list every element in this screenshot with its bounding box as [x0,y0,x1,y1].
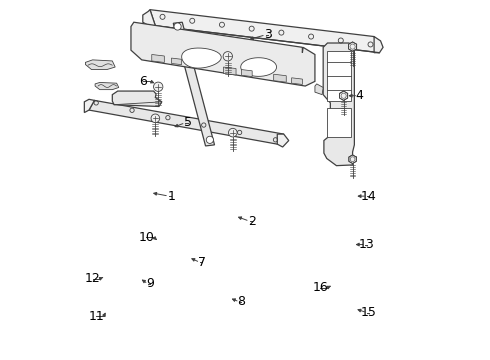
Polygon shape [292,78,302,85]
Text: 10: 10 [139,231,154,244]
Polygon shape [223,67,236,75]
Polygon shape [173,22,215,146]
Circle shape [151,114,160,123]
Text: 9: 9 [146,278,154,291]
Polygon shape [242,69,252,77]
Polygon shape [349,155,356,163]
Text: 1: 1 [168,190,175,203]
Text: 15: 15 [361,306,377,319]
Text: 2: 2 [248,215,256,228]
Text: 12: 12 [85,272,100,285]
Polygon shape [85,60,115,69]
Polygon shape [131,22,315,86]
Text: 11: 11 [88,310,104,323]
Text: 13: 13 [359,238,375,251]
Polygon shape [327,51,351,101]
Text: 6: 6 [139,75,147,88]
Text: 16: 16 [313,281,328,294]
Text: 4: 4 [356,89,364,102]
Polygon shape [150,10,379,53]
Polygon shape [112,91,162,107]
Polygon shape [182,48,221,68]
Polygon shape [172,58,181,65]
Text: 3: 3 [265,28,272,41]
Polygon shape [143,10,155,26]
Polygon shape [348,42,357,51]
Circle shape [206,136,214,143]
Circle shape [228,129,237,137]
Polygon shape [374,37,383,53]
Polygon shape [274,74,286,82]
Polygon shape [315,84,323,95]
Text: 5: 5 [184,116,192,129]
Polygon shape [84,99,95,113]
Text: 14: 14 [361,190,377,203]
Circle shape [153,82,163,91]
Polygon shape [89,100,284,144]
Polygon shape [340,91,348,100]
Polygon shape [95,82,119,90]
Polygon shape [327,108,351,137]
Text: 7: 7 [198,256,206,269]
Circle shape [174,23,181,30]
Polygon shape [241,58,276,76]
Polygon shape [323,43,354,166]
Text: 8: 8 [238,296,245,309]
Circle shape [223,51,232,61]
Polygon shape [152,54,164,62]
Polygon shape [277,134,289,147]
